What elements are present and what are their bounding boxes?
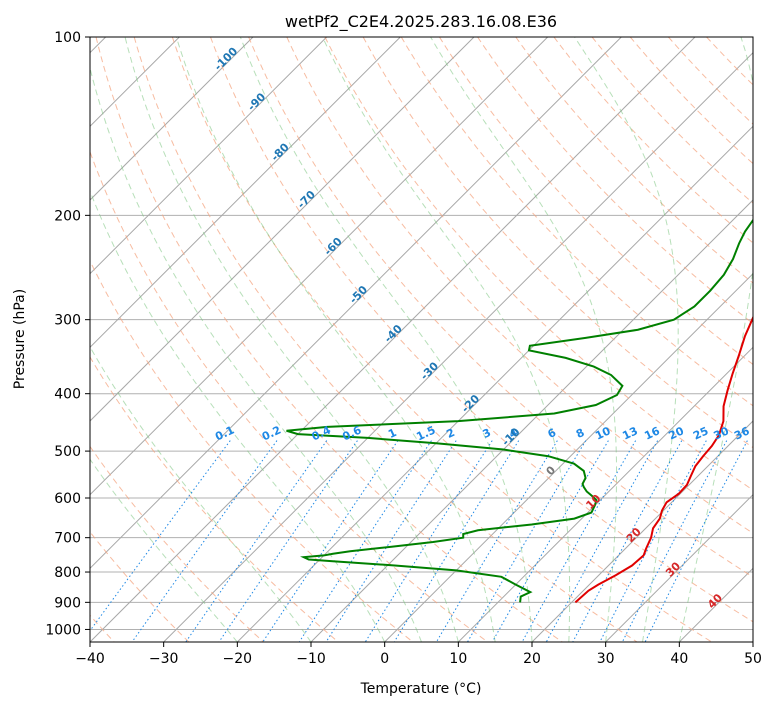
isotherm-line <box>90 37 549 496</box>
mixing-ratio-line <box>435 440 558 642</box>
isotherm-line <box>90 37 401 349</box>
dry-adiabat-line <box>133 37 638 642</box>
mixing-ratio-line <box>185 440 328 642</box>
temperature-profile-line <box>574 315 753 604</box>
dry-adiabat-line <box>591 37 753 204</box>
moist-adiabat-line <box>90 66 422 642</box>
moist-adiabat-line <box>678 37 753 642</box>
dry-adiabat-line <box>171 37 712 642</box>
mixing-ratio-line <box>621 440 728 642</box>
isotherm-line <box>90 37 254 201</box>
dry-adiabat-line <box>210 37 753 623</box>
dry-adiabat-line <box>90 445 264 642</box>
x-tick-label: 10 <box>449 651 467 667</box>
dry-adiabat-line <box>553 37 753 244</box>
isotherm-line <box>384 272 753 642</box>
x-tick-label: 20 <box>523 651 541 667</box>
mixing-ratio-label: 16 <box>642 424 662 442</box>
isotherm-line <box>90 37 475 422</box>
mixing-ratio-line <box>131 440 278 642</box>
y-tick-label: 500 <box>54 444 81 460</box>
mixing-ratio-line <box>545 440 659 642</box>
y-tick-label: 600 <box>54 491 81 507</box>
x-axis-label: Temperature (°C) <box>360 681 482 697</box>
mixing-ratio-line <box>325 440 457 642</box>
x-tick-label: −40 <box>75 651 105 667</box>
x-tick-label: 30 <box>597 651 615 667</box>
mixing-ratio-label: 36 <box>732 424 752 442</box>
dry-adiabat-line <box>90 356 339 642</box>
x-tick-label: −10 <box>296 651 326 667</box>
y-tick-label: 200 <box>54 208 81 224</box>
mixing-ratio-line <box>218 440 358 642</box>
isotherm-line <box>457 346 753 642</box>
mixing-ratio-label: 30 <box>712 424 732 442</box>
mixing-ratio-line <box>644 440 748 642</box>
moist-adiabat-line <box>90 189 386 642</box>
plot-frame <box>89 36 754 643</box>
mixing-ratio-line <box>90 440 231 632</box>
mixing-ratio-label: 25 <box>691 424 710 442</box>
mixing-ratio-label: 10 <box>593 424 613 442</box>
isotherm-line <box>605 493 753 642</box>
isotherm-line <box>236 125 753 642</box>
mixing-ratio-line <box>521 440 637 642</box>
mixing-ratio-line <box>262 440 399 642</box>
dewpoint-profile-line <box>286 218 753 603</box>
y-tick-label: 300 <box>54 313 81 329</box>
mixing-ratio-line <box>298 440 432 642</box>
y-tick-label: 400 <box>54 387 81 403</box>
y-tick-label: 100 <box>54 30 81 46</box>
isotherm-line <box>90 37 328 275</box>
dry-adiabat-line <box>248 37 753 578</box>
moist-adiabat-line <box>574 37 679 642</box>
y-tick-label: 1000 <box>45 622 81 638</box>
isotherm-line <box>90 37 622 570</box>
dry-adiabat-line <box>95 37 563 642</box>
moist-adiabat-line <box>175 37 496 642</box>
profile-lines <box>286 218 753 604</box>
y-axis-label: Pressure (hPa) <box>12 289 28 389</box>
x-tick-label: 40 <box>670 651 688 667</box>
moist-adiabat-line <box>90 458 238 642</box>
mixing-ratio-line <box>491 440 609 642</box>
isotherm-line <box>531 420 753 642</box>
moist-adiabat-line <box>90 345 312 642</box>
isotherm-line <box>90 37 696 642</box>
axes: −40 −30 −20 −10 0 10 20 30 40 50 100 200 300 400 500 60… <box>45 30 762 667</box>
moist-adiabat-line <box>322 37 571 642</box>
x-tick-label: 50 <box>744 651 762 667</box>
mixing-ratio-label: 20 <box>667 424 687 442</box>
dry-adiabat-line <box>400 37 753 407</box>
dry-adiabat-line <box>90 259 414 642</box>
chart-title: wetPf2_C2E4.2025.283.16.08.E36 <box>285 12 557 32</box>
moist-adiabat-line <box>239 37 533 642</box>
y-tick-label: 800 <box>54 565 81 581</box>
plot-area: 0.1 0.2 0.4 0.6 1 1.5 2 3 4 6 8 10 13 16 20 25 30 36-100-… <box>90 37 753 642</box>
y-tick-label: 700 <box>54 531 81 547</box>
mixing-ratio-line <box>467 440 587 642</box>
x-tick-label: −20 <box>223 651 253 667</box>
mixing-ratio-label: 13 <box>620 424 639 442</box>
dry-adiabat-line <box>362 37 753 449</box>
dry-adiabat-line <box>324 37 753 491</box>
isotherm-line <box>163 51 753 642</box>
moist-adiabat-line <box>430 37 618 642</box>
x-tick-label: 0 <box>380 651 389 667</box>
x-tick-label: −30 <box>149 651 179 667</box>
y-tick-label: 900 <box>54 595 81 611</box>
background-lines <box>90 37 753 642</box>
moist-adiabat-line <box>124 37 459 642</box>
dry-adiabat-line <box>286 37 753 534</box>
dry-adiabat-line <box>439 37 753 366</box>
